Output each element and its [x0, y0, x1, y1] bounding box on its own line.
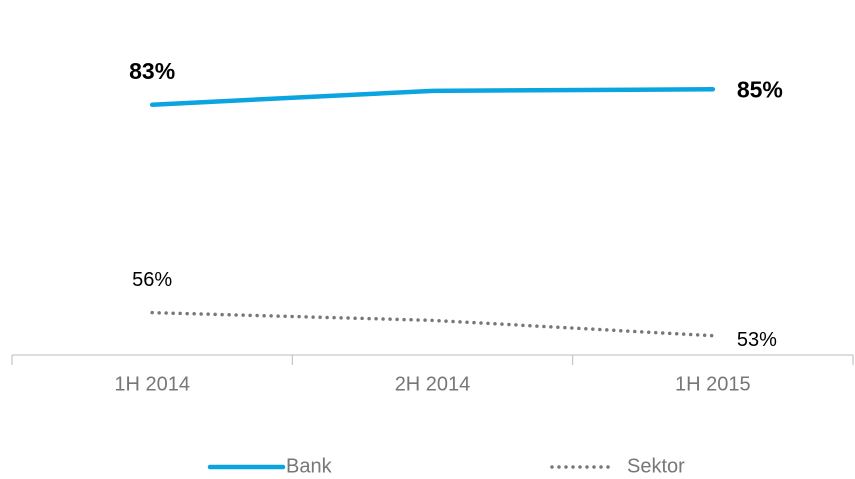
line-solid — [149, 87, 716, 107]
x-tick-label: 1H 2015 — [675, 373, 751, 395]
legend-label: Sektor — [627, 455, 685, 477]
value-label: 85% — [737, 76, 783, 102]
line-dotted — [150, 310, 715, 338]
x-tick-label: 1H 2014 — [114, 373, 190, 395]
value-label: 53% — [737, 329, 777, 351]
x-tick-label: 2H 2014 — [395, 373, 471, 395]
legend-label: Bank — [286, 455, 333, 477]
value-label: 83% — [129, 58, 175, 84]
value-label: 56% — [132, 269, 172, 291]
